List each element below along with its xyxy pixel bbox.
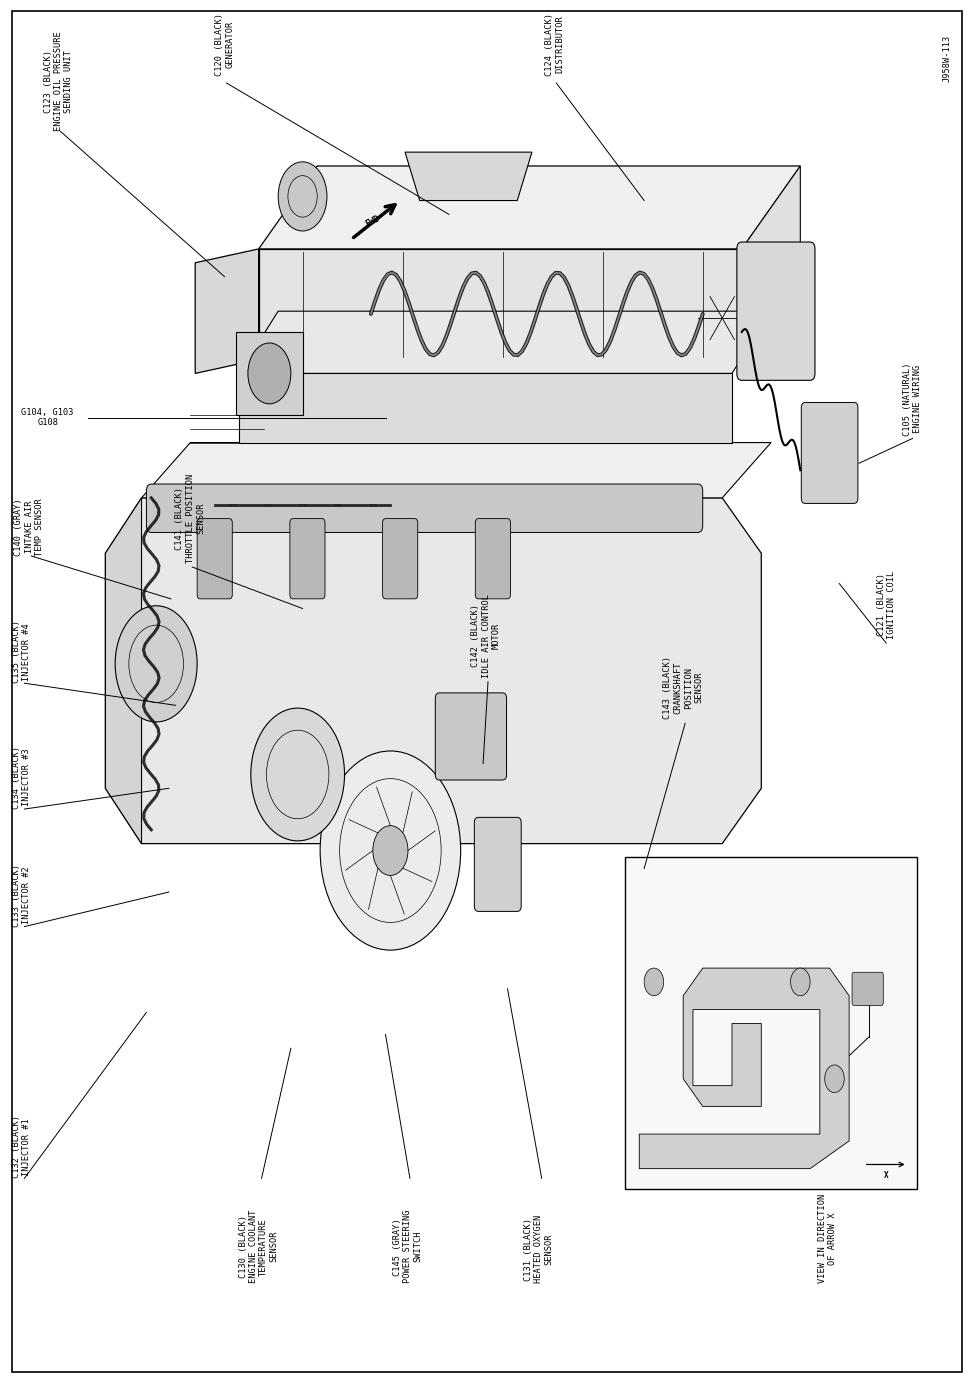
Polygon shape xyxy=(405,152,532,201)
Polygon shape xyxy=(742,166,800,332)
Text: G104, G103
G108: G104, G103 G108 xyxy=(21,408,74,427)
FancyBboxPatch shape xyxy=(625,857,917,1189)
FancyBboxPatch shape xyxy=(383,519,418,599)
Text: FWD: FWD xyxy=(364,214,382,228)
Text: J958W-113: J958W-113 xyxy=(942,35,952,82)
FancyBboxPatch shape xyxy=(474,817,521,911)
Polygon shape xyxy=(259,166,800,249)
Text: C135 (BLACK)
INJECTOR #4: C135 (BLACK) INJECTOR #4 xyxy=(12,620,31,683)
Text: C133 (BLACK)
INJECTOR #2: C133 (BLACK) INJECTOR #2 xyxy=(12,863,31,927)
Text: C142 (BLACK)
IDLE AIR CONTROL
MOTOR: C142 (BLACK) IDLE AIR CONTROL MOTOR xyxy=(471,593,501,678)
Text: C143 (BLACK)
CRANKSHAFT
POSITION
SENSOR: C143 (BLACK) CRANKSHAFT POSITION SENSOR xyxy=(663,656,704,719)
Circle shape xyxy=(791,968,810,996)
FancyBboxPatch shape xyxy=(475,519,510,599)
Text: X: X xyxy=(884,1171,888,1181)
Polygon shape xyxy=(105,498,761,844)
Text: C140 (GRAY)
INTAKE AIR
TEMP SENSOR: C140 (GRAY) INTAKE AIR TEMP SENSOR xyxy=(15,498,44,556)
FancyBboxPatch shape xyxy=(197,519,232,599)
Text: C131 (BLACK)
HEATED OXYGEN
SENSOR: C131 (BLACK) HEATED OXYGEN SENSOR xyxy=(524,1216,553,1283)
Circle shape xyxy=(825,1065,844,1093)
Text: C145 (GRAY)
POWER STEERING
SWITCH: C145 (GRAY) POWER STEERING SWITCH xyxy=(393,1210,423,1283)
Polygon shape xyxy=(236,332,303,415)
Polygon shape xyxy=(239,373,732,443)
Polygon shape xyxy=(105,498,142,844)
Circle shape xyxy=(373,826,408,875)
Polygon shape xyxy=(259,249,742,360)
Text: VIEW IN DIRECTION
OF ARROW X: VIEW IN DIRECTION OF ARROW X xyxy=(818,1194,837,1283)
Polygon shape xyxy=(639,968,849,1169)
FancyBboxPatch shape xyxy=(290,519,325,599)
Text: C141 (BLACK)
THROTTLE POSITION
SENSOR: C141 (BLACK) THROTTLE POSITION SENSOR xyxy=(176,473,205,563)
Text: C124 (BLACK)
DISTRIBUTOR: C124 (BLACK) DISTRIBUTOR xyxy=(545,12,564,76)
FancyBboxPatch shape xyxy=(801,402,858,503)
Circle shape xyxy=(644,968,664,996)
FancyBboxPatch shape xyxy=(852,972,883,1005)
Circle shape xyxy=(115,606,197,722)
FancyBboxPatch shape xyxy=(435,693,507,780)
Circle shape xyxy=(278,162,327,231)
Polygon shape xyxy=(142,443,771,498)
Circle shape xyxy=(320,751,461,950)
Text: C130 (BLACK)
ENGINE COOLANT
TEMPERATURE
SENSOR: C130 (BLACK) ENGINE COOLANT TEMPERATURE … xyxy=(238,1210,279,1283)
Text: C123 (BLACK)
ENGINE OIL PRESSURE
SENDING UNIT: C123 (BLACK) ENGINE OIL PRESSURE SENDING… xyxy=(44,32,73,131)
Polygon shape xyxy=(195,249,259,373)
FancyBboxPatch shape xyxy=(146,484,703,532)
Polygon shape xyxy=(239,311,771,373)
Circle shape xyxy=(251,708,345,841)
Text: C120 (BLACK)
GENERATOR: C120 (BLACK) GENERATOR xyxy=(215,12,234,76)
Circle shape xyxy=(248,343,291,404)
Text: C121 (BLACK)
IGNITION COIL: C121 (BLACK) IGNITION COIL xyxy=(876,571,896,639)
Text: C132 (BLACK)
INJECTOR #1: C132 (BLACK) INJECTOR #1 xyxy=(12,1115,31,1178)
Text: C134 (BLACK)
INJECTOR #3: C134 (BLACK) INJECTOR #3 xyxy=(12,745,31,809)
FancyBboxPatch shape xyxy=(737,242,815,380)
Text: C105 (NATURAL)
ENGINE WIRING: C105 (NATURAL) ENGINE WIRING xyxy=(903,362,922,436)
